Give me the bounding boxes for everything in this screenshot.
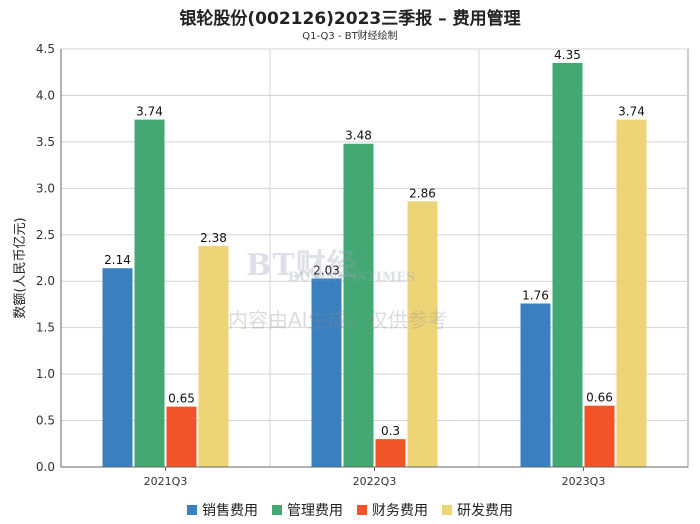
- x-tick-label: 2023Q3: [562, 475, 606, 488]
- legend-item: 财务费用: [357, 500, 428, 520]
- data-label: 3.48: [345, 129, 372, 143]
- legend-swatch: [357, 505, 367, 515]
- data-label: 4.35: [554, 48, 581, 62]
- data-label: 2.86: [409, 186, 436, 200]
- legend-label: 销售费用: [202, 503, 258, 519]
- data-label: 2.03: [313, 263, 340, 277]
- legend-item: 管理费用: [272, 500, 343, 520]
- legend-swatch: [442, 505, 452, 515]
- legend-label: 财务费用: [372, 503, 428, 519]
- bar-2-2021Q3: [134, 119, 165, 468]
- chart-subtitle: Q1-Q3 - BT财经绘制: [302, 31, 398, 42]
- y-tick-label: 4.5: [36, 42, 55, 56]
- bar-4-2023Q3: [616, 119, 647, 468]
- data-label: 2.14: [104, 253, 131, 267]
- bar-3-2021Q3: [166, 406, 197, 467]
- bar-1-2022Q3: [311, 278, 342, 467]
- data-label: 0.3: [381, 424, 400, 438]
- legend-swatch: [187, 505, 197, 515]
- data-label: 3.74: [136, 105, 163, 119]
- bar-1-2023Q3: [520, 303, 551, 467]
- bar-4-2021Q3: [198, 245, 229, 467]
- y-tick-label: 1.0: [36, 367, 55, 381]
- legend-swatch: [272, 505, 282, 515]
- bar-3-2022Q3: [375, 439, 406, 467]
- y-tick-label: 0.5: [36, 414, 55, 428]
- y-axis-label: 数额(人民币亿元): [13, 217, 28, 318]
- data-label: 3.74: [618, 105, 645, 119]
- bar-2-2022Q3: [343, 143, 374, 467]
- x-tick-label: 2022Q3: [353, 475, 397, 488]
- x-tick-label: 2021Q3: [144, 475, 188, 488]
- plot-area: [60, 48, 689, 468]
- chart-title: 银轮股份(002126)2023三季报 – 费用管理: [179, 9, 521, 29]
- bar-2-2023Q3: [552, 62, 583, 467]
- legend-item: 研发费用: [442, 500, 513, 520]
- legend-item: 销售费用: [187, 500, 258, 520]
- y-tick-label: 2.0: [36, 274, 55, 288]
- legend-label: 管理费用: [287, 503, 343, 519]
- bar-4-2022Q3: [407, 201, 438, 468]
- legend-label: 研发费用: [457, 503, 513, 519]
- y-tick-label: 4.0: [36, 88, 55, 102]
- data-label: 0.65: [168, 392, 195, 406]
- label-layer: 2.14 3.74 0.65 2.38 2.03 3.48 0.3 2.86 1.76 4.35 0…: [104, 48, 645, 438]
- y-tick-label: 1.5: [36, 321, 55, 335]
- data-label: 1.76: [522, 289, 549, 303]
- data-label: 2.38: [200, 231, 227, 245]
- y-tick-label: 3.0: [36, 181, 55, 195]
- bar-3-2023Q3: [584, 405, 615, 467]
- bar-1-2021Q3: [102, 268, 133, 467]
- axis-layer: 0.0 0.5 1.0 1.5 2.0 2.5 3.0 3.5 4.0 4.5 2021Q3 2022…: [36, 42, 688, 488]
- grid-layer: [60, 48, 689, 468]
- data-label: 0.66: [586, 391, 613, 405]
- y-tick-label: 2.5: [36, 228, 55, 242]
- bar-layer: [102, 62, 647, 468]
- y-tick-label: 0.0: [36, 460, 55, 474]
- legend: 销售费用 管理费用 财务费用 研发费用: [0, 500, 700, 520]
- y-tick-label: 3.5: [36, 135, 55, 149]
